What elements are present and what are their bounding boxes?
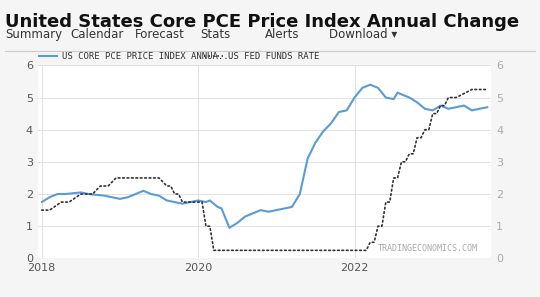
Text: US FED FUNDS RATE: US FED FUNDS RATE [228, 52, 319, 61]
Text: Stats: Stats [200, 28, 230, 41]
Text: Alerts: Alerts [265, 28, 299, 41]
Text: Forecast: Forecast [135, 28, 185, 41]
Text: Summary: Summary [5, 28, 63, 41]
Text: US CORE PCE PRICE INDEX ANNUA...: US CORE PCE PRICE INDEX ANNUA... [62, 52, 234, 61]
Text: Calendar: Calendar [70, 28, 124, 41]
Text: United States Core PCE Price Index Annual Change: United States Core PCE Price Index Annua… [5, 13, 519, 31]
Text: TRADINGECONOMICS.COM: TRADINGECONOMICS.COM [378, 244, 478, 252]
Text: Download ▾: Download ▾ [329, 28, 397, 41]
